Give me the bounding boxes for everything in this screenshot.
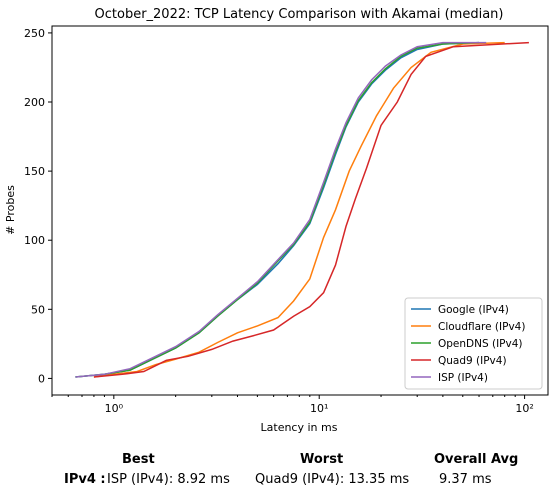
y-tick-label: 250 bbox=[24, 27, 45, 40]
x-tick-label: 10⁰ bbox=[105, 402, 124, 415]
legend-label: Google (IPv4) bbox=[438, 304, 509, 316]
overall-avg-value: 9.37 ms bbox=[439, 472, 492, 487]
series-line-cloudflare-ipv4 bbox=[93, 41, 505, 378]
legend: Google (IPv4) Cloudflare (IPv4) OpenDNS (I… bbox=[404, 297, 543, 390]
x-tick-label: 10¹ bbox=[310, 402, 328, 415]
overall-avg-header: Overall Avg bbox=[434, 452, 519, 467]
legend-label: OpenDNS (IPv4) bbox=[438, 338, 523, 350]
y-tick-label: 100 bbox=[24, 234, 45, 247]
series-line-quad9-ipv4 bbox=[93, 41, 529, 378]
plot-area bbox=[51, 25, 549, 396]
y-tick-label: 50 bbox=[31, 303, 45, 316]
legend-box bbox=[404, 297, 543, 390]
worst-value: Quad9 (IPv4): 13.35 ms bbox=[255, 472, 410, 487]
best-value: ISP (IPv4): 8.92 ms bbox=[107, 472, 230, 487]
x-axis-label: Latency in ms bbox=[261, 421, 338, 434]
x-tick-label: 10² bbox=[515, 402, 533, 415]
series-layer bbox=[75, 41, 529, 378]
worst-header: Worst bbox=[300, 452, 344, 467]
legend-label: ISP (IPv4) bbox=[438, 372, 488, 384]
y-tick-label: 150 bbox=[24, 165, 45, 178]
y-tick-label: 0 bbox=[38, 372, 45, 385]
series-line-isp-ipv4 bbox=[75, 41, 487, 378]
legend-label: Cloudflare (IPv4) bbox=[438, 321, 525, 333]
best-header: Best bbox=[122, 452, 155, 467]
y-axis-label: # Probes bbox=[4, 185, 17, 235]
chart-title: October_2022: TCP Latency Comparison wit… bbox=[95, 7, 504, 22]
y-tick-label: 200 bbox=[24, 96, 45, 109]
latency-cdf-chart: October_2022: TCP Latency Comparison wit… bbox=[4, 7, 549, 434]
axis-ticks: 0 50 100 150 200 250 10⁰ 10¹ 10² bbox=[24, 27, 534, 415]
series-line-opendns-ipv4 bbox=[75, 41, 480, 378]
legend-label: Quad9 (IPv4) bbox=[438, 355, 507, 367]
ipv4-row-label: IPv4 : bbox=[64, 472, 106, 487]
